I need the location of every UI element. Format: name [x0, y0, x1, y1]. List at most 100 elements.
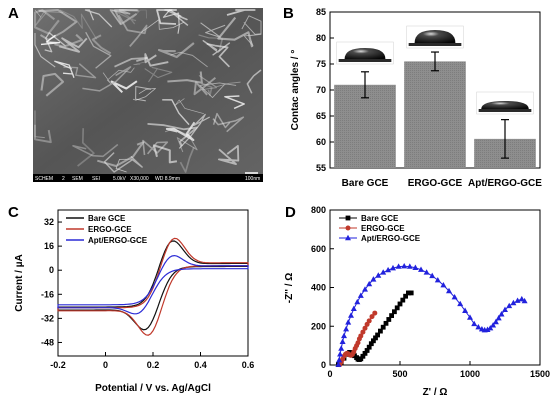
data-point: [403, 293, 408, 299]
bar: [334, 84, 396, 168]
y-tick-label: 200: [311, 321, 326, 331]
data-point: [395, 263, 402, 269]
sem-wrinkle: [33, 8, 60, 35]
panel-d-nyquist-chart: 0 500 1000 1500 0 200 400 600 800 Bare GCEERGO-G…: [284, 205, 550, 398]
data-point: [434, 276, 441, 283]
sem-wrinkle: [164, 9, 189, 26]
legend-marker: [345, 234, 351, 241]
data-point: [521, 297, 528, 304]
sem-wrinkle: [144, 66, 173, 83]
data-point: [385, 266, 392, 273]
y-tick-label: -32: [41, 313, 54, 323]
sem-wrinkle: [40, 72, 65, 97]
x-tick-label: 1000: [460, 369, 480, 379]
sem-wrinkle: [152, 144, 178, 164]
data-point: [390, 264, 396, 271]
data-point: [343, 325, 350, 332]
data-point: [484, 326, 491, 332]
sem-wrinkle: [102, 67, 135, 84]
data-point: [389, 313, 394, 318]
sem-wrinkle: [142, 139, 169, 156]
panel-b-category-labels: Bare GCE ERGO-GCE Apt/ERGO-GCE: [342, 178, 543, 189]
data-point: [506, 302, 513, 309]
data-point: [457, 300, 464, 307]
sem-wrinkle: [34, 33, 56, 68]
panel-c-axis-ticks: -0.2 0 0.2 0.4 0.6 32 16 0 -16 -32 -48: [41, 217, 254, 370]
y-tick-label: 16: [44, 241, 54, 251]
data-point: [467, 314, 473, 320]
legend-label: Apt/ERGO-GCE: [88, 236, 148, 245]
sem-wrinkle: [59, 9, 98, 40]
droplet-substrate: [478, 109, 532, 112]
panel-b-bars: [334, 51, 536, 168]
panel-label-d: D: [285, 204, 296, 221]
sem-wrinkle: [34, 9, 42, 18]
sem-wrinkle: [199, 82, 237, 99]
x-tick-label: 0.2: [147, 360, 160, 370]
cv-line: [57, 254, 249, 315]
data-point: [368, 341, 374, 347]
sem-wrinkle: [132, 88, 156, 101]
data-point: [386, 317, 392, 322]
y-tick-label: -16: [41, 289, 54, 299]
droplet: [481, 101, 529, 109]
sem-info-text: SCHEM 2 SEM SEI 5.0kV X30,000 WD 8.9mm 100nm: [35, 176, 260, 182]
data-point: [373, 335, 378, 341]
data-point: [446, 287, 452, 294]
data-point: [345, 319, 352, 325]
data-point: [354, 298, 361, 305]
data-point: [418, 266, 424, 272]
data-point: [406, 290, 411, 296]
category-label: ERGO-GCE: [408, 178, 463, 189]
sem-wrinkle: [217, 16, 254, 48]
y-tick-label: 0: [49, 265, 54, 275]
data-point: [364, 348, 370, 353]
data-point: [355, 340, 361, 346]
sem-wrinkle: [144, 53, 169, 67]
sem-wrinkle: [226, 9, 256, 16]
data-point: [339, 338, 346, 344]
sem-wrinkle: [135, 85, 152, 102]
legend-marker: [345, 215, 351, 221]
data-point: [378, 328, 383, 334]
x-tick-label: -0.2: [50, 360, 66, 370]
panel-d-series-markers: [335, 262, 528, 368]
panel-b-y-axis-label: Contac angles / °: [290, 50, 301, 131]
data-point: [412, 264, 419, 270]
sem-wrinkle: [133, 59, 146, 65]
data-point: [358, 333, 364, 339]
sem-wrinkle: [118, 14, 148, 47]
data-point: [397, 301, 403, 307]
sem-wrinkle: [224, 95, 245, 110]
sem-info-item: 5.0kV: [113, 176, 126, 182]
data-point: [362, 286, 368, 292]
data-point: [380, 269, 387, 275]
sem-wrinkle: [162, 99, 190, 126]
legend-label: ERGO-GCE: [361, 224, 405, 233]
data-point: [492, 318, 499, 325]
data-point: [487, 324, 494, 331]
data-point: [495, 314, 502, 321]
panel-label-b: B: [283, 5, 294, 22]
y-tick-label: 80: [316, 33, 326, 43]
data-point: [394, 305, 400, 311]
sem-wrinkle: [202, 40, 231, 56]
data-point: [498, 311, 505, 317]
cv-line: [57, 240, 249, 331]
data-point: [369, 314, 375, 320]
panel-c-x-axis-label: Potential / V vs. Ag/AgCl: [95, 383, 211, 394]
data-point: [366, 280, 373, 287]
data-point: [360, 353, 366, 359]
data-point: [490, 322, 497, 328]
data-point: [451, 293, 458, 300]
sem-wrinkle: [170, 51, 208, 68]
sem-image-background: [33, 8, 263, 174]
panel-c-y-axis-label: Current / µA: [14, 254, 25, 311]
y-tick-label: 400: [311, 283, 326, 293]
panel-d-axis-ticks: 0 500 1000 1500 0 200 400 600 800: [311, 205, 550, 379]
sem-wrinkle: [103, 152, 143, 173]
data-point: [392, 309, 397, 315]
y-tick-label: 0: [321, 360, 326, 370]
